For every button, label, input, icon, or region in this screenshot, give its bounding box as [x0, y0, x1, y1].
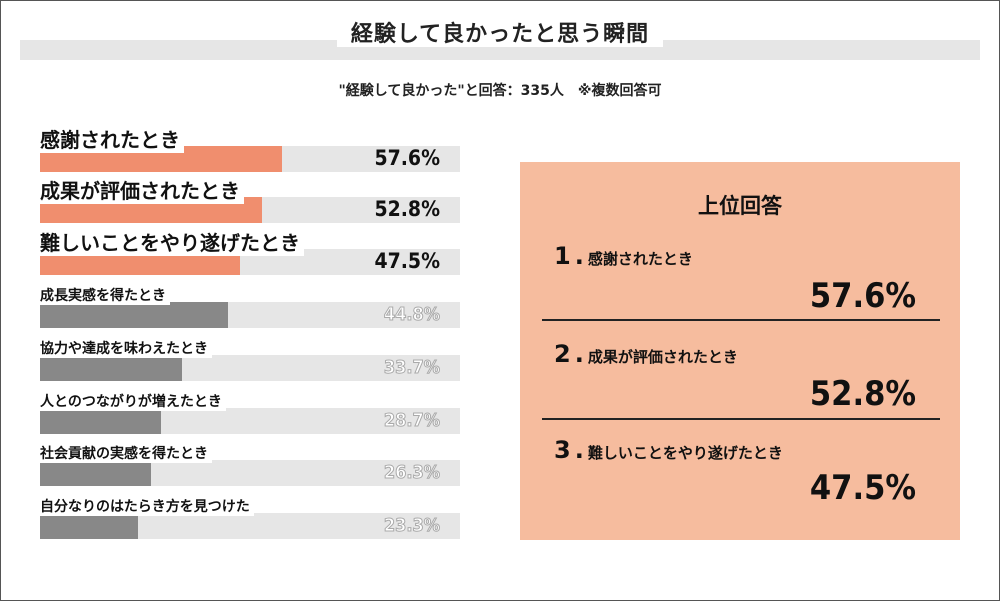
category-label-1: 感謝されたとき — [40, 124, 184, 153]
rank-1-text: 感謝されたとき — [587, 250, 693, 268]
chart-title-wrap: 経験して良かったと思う瞬間 — [0, 16, 1000, 48]
category-label-6: 人とのつながりが増えたとき — [40, 391, 226, 411]
value-label-3: 47.5% — [374, 249, 440, 273]
rank-2-label: 2. 成果が評価されたとき — [554, 340, 738, 368]
category-label-5: 協力や達成を味わえたとき — [40, 338, 212, 358]
category-label-8: 自分なりのはたらき方を見つけた — [40, 496, 254, 516]
value-label-2: 52.8% — [374, 197, 440, 221]
rank-divider-2 — [542, 418, 940, 420]
category-label-4: 成長実感を得たとき — [40, 285, 170, 305]
rank-3-sep: . — [574, 436, 584, 464]
rank-3-label: 3. 難しいことをやり遂げたとき — [554, 436, 783, 464]
value-label-1: 57.6% — [374, 146, 440, 170]
rank-2-sep: . — [574, 340, 584, 368]
bar-6 — [40, 408, 161, 434]
value-label-4: 44.8% — [383, 304, 440, 326]
rank-1-number: 1 — [554, 242, 571, 270]
rank-divider-1 — [542, 319, 940, 321]
value-label-8: 23.3% — [383, 515, 440, 537]
rank-3-number: 3 — [554, 436, 571, 464]
chart-title: 経験して良かったと思う瞬間 — [336, 22, 664, 47]
bar-5 — [40, 355, 182, 381]
value-label-6: 28.7% — [383, 410, 440, 432]
rank-1-value: 57.6% — [809, 276, 916, 316]
chart-subtitle: "経験して良かった"と回答：335人 ※複数回答可 — [338, 83, 662, 99]
rank-3-text: 難しいことをやり遂げたとき — [587, 444, 783, 462]
bar-4 — [40, 302, 229, 328]
bar-7 — [40, 460, 151, 486]
category-label-2: 成果が評価されたとき — [40, 175, 244, 204]
rank-2-text: 成果が評価されたとき — [587, 348, 738, 366]
value-label-7: 26.3% — [383, 462, 440, 484]
bar-chart: 感謝されたとき 57.6% 成果が評価されたとき 52.8% 難しいことをやり遂げたとき… — [40, 124, 460, 539]
top-answers-panel: 上位回答 1. 感謝されたとき 57.6% 2. 成果が評価されたとき 52.8% … — [520, 162, 960, 540]
title-band — [20, 40, 980, 60]
value-label-5: 33.7% — [383, 357, 440, 379]
bar-8 — [40, 513, 138, 539]
rank-1-sep: . — [574, 242, 584, 270]
rank-1-label: 1. 感謝されたとき — [554, 242, 693, 270]
category-label-3: 難しいことをやり遂げたとき — [40, 227, 304, 256]
panel-title: 上位回答 — [698, 194, 782, 218]
rank-2-number: 2 — [554, 340, 571, 368]
category-label-7: 社会貢献の実感を得たとき — [40, 443, 212, 463]
rank-3-value: 47.5% — [809, 468, 916, 508]
rank-2-value: 52.8% — [809, 374, 916, 414]
